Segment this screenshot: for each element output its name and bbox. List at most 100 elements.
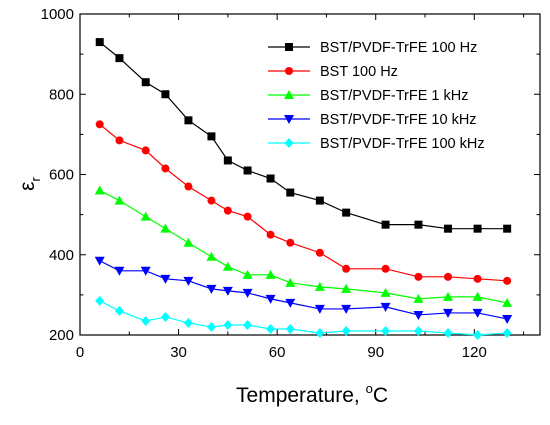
legend-item: BST/PVDF-TrFE 100 Hz (268, 40, 477, 56)
data-point (94, 185, 105, 195)
data-point (502, 327, 512, 338)
data-point (222, 286, 233, 296)
x-tick-label: 0 (76, 344, 84, 361)
data-point (381, 220, 390, 229)
data-point (223, 156, 232, 165)
data-point (243, 166, 252, 175)
data-point (266, 323, 276, 334)
legend-item: BST 100 Hz (268, 64, 398, 80)
series-2 (94, 185, 513, 307)
x-tick-label: 60 (269, 344, 286, 361)
data-point (315, 248, 324, 257)
legend-item: BST/PVDF-TrFE 10 kHz (268, 112, 477, 128)
data-point (413, 310, 424, 320)
data-point (114, 266, 125, 276)
legend-item: BST/PVDF-TrFE 100 kHz (268, 136, 485, 152)
data-point (342, 264, 351, 273)
y-axis-title: εr (16, 176, 43, 190)
data-point (95, 295, 105, 306)
legend-label: BST/PVDF-TrFE 1 kHz (320, 88, 469, 104)
data-point (285, 323, 295, 334)
y-tick-label: 400 (49, 247, 74, 264)
data-point (381, 325, 391, 336)
data-point (95, 38, 104, 47)
data-point (265, 294, 276, 304)
data-point (266, 174, 275, 183)
data-point (503, 276, 512, 285)
data-point (183, 237, 194, 247)
data-point (161, 164, 170, 173)
data-point (141, 78, 150, 87)
data-point (206, 284, 217, 294)
legend-label: BST/PVDF-TrFE 100 kHz (320, 136, 485, 152)
data-point (286, 238, 295, 247)
data-point (184, 182, 193, 191)
legend: BST/PVDF-TrFE 100 Hz BST 100 Hz BST/PVDF-T… (268, 40, 485, 152)
data-point (472, 291, 483, 301)
data-point (443, 308, 453, 318)
x-axis-title-unit: C (373, 384, 388, 407)
data-point (266, 230, 275, 239)
data-point (183, 317, 193, 328)
ticks-layer: 0 30 60 90 120 200 400 600 800 1000 (41, 6, 540, 361)
data-point (314, 281, 325, 291)
data-point (206, 321, 216, 332)
data-point (94, 256, 105, 266)
data-point (243, 212, 252, 221)
data-point (502, 314, 513, 324)
data-point (114, 195, 125, 205)
series-1 (95, 120, 512, 285)
legend-marker (284, 115, 294, 124)
y-tick-label: 1000 (41, 6, 74, 23)
data-point (443, 291, 453, 301)
data-point (414, 272, 423, 281)
y-tick-label: 800 (49, 86, 74, 103)
data-point (207, 132, 216, 141)
y-tick-label: 600 (49, 167, 74, 184)
legend-marker (285, 67, 293, 75)
x-tick-label: 90 (367, 344, 384, 361)
y-axis-title-symbol: ε (16, 181, 39, 190)
data-point (342, 208, 351, 217)
series-0 (95, 38, 512, 233)
legend-label: BST 100 Hz (320, 64, 398, 80)
data-point (160, 274, 171, 284)
x-axis-title-text: Temperature, (236, 384, 366, 407)
data-point (114, 305, 124, 316)
data-point (115, 54, 124, 63)
data-point (265, 269, 276, 279)
data-point (222, 261, 233, 271)
data-point (413, 325, 423, 336)
data-point (473, 224, 482, 233)
data-point (443, 327, 453, 338)
x-axis-title-degree: o (366, 381, 373, 396)
data-point (473, 274, 482, 283)
data-point (140, 211, 151, 221)
x-tick-label: 120 (462, 344, 487, 361)
data-point (243, 319, 253, 330)
legend-label: BST/PVDF-TrFE 100 Hz (320, 40, 477, 56)
data-point (341, 325, 351, 336)
data-point (160, 311, 170, 322)
data-point (95, 120, 104, 129)
plot-frame (79, 13, 541, 336)
series-4 (95, 295, 512, 340)
data-point (381, 264, 390, 273)
data-point (413, 293, 424, 303)
legend-marker (284, 138, 294, 148)
series-layer (94, 38, 513, 340)
legend-item: BST/PVDF-TrFE 1 kHz (268, 88, 469, 104)
data-point (502, 297, 513, 307)
data-point (444, 224, 452, 233)
series-3 (94, 256, 513, 324)
data-point (414, 220, 423, 229)
y-axis-title-sub: r (28, 176, 43, 181)
data-point (285, 277, 296, 287)
legend-marker (285, 43, 293, 51)
legend-label: BST/PVDF-TrFE 10 kHz (320, 112, 477, 128)
data-point (285, 298, 296, 308)
data-point (161, 90, 170, 99)
data-point (341, 304, 352, 314)
data-point (223, 319, 233, 330)
